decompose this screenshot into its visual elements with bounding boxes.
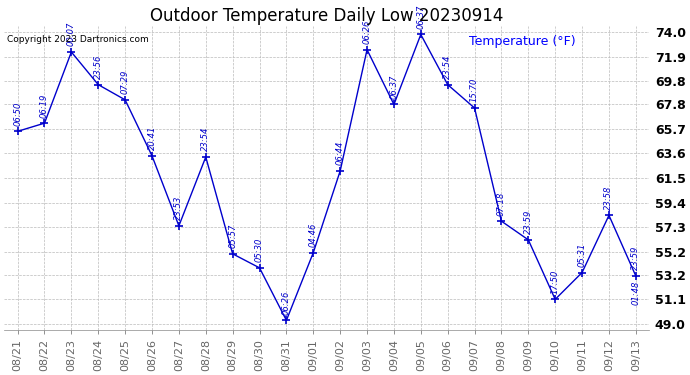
- Text: 23:56: 23:56: [94, 55, 103, 79]
- Text: Temperature (°F): Temperature (°F): [469, 35, 575, 48]
- Text: 05:57: 05:57: [228, 224, 237, 248]
- Text: 20:41: 20:41: [148, 126, 157, 150]
- Text: 07:18: 07:18: [497, 191, 506, 216]
- Text: 06:50: 06:50: [13, 101, 22, 126]
- Text: 23:58: 23:58: [604, 185, 613, 210]
- Text: 04:46: 04:46: [309, 223, 318, 247]
- Text: 15:70: 15:70: [470, 78, 479, 102]
- Text: 06:44: 06:44: [335, 141, 345, 165]
- Text: 23:53: 23:53: [175, 196, 184, 220]
- Text: 06:26: 06:26: [282, 290, 291, 315]
- Text: 07:29: 07:29: [121, 70, 130, 94]
- Text: 06:19: 06:19: [40, 93, 49, 118]
- Title: Outdoor Temperature Daily Low 20230914: Outdoor Temperature Daily Low 20230914: [150, 7, 504, 25]
- Text: 23:59: 23:59: [524, 210, 533, 234]
- Text: 01:48: 01:48: [631, 280, 640, 304]
- Text: 06:37: 06:37: [389, 75, 398, 99]
- Text: 00:07: 00:07: [67, 22, 76, 46]
- Text: 23:54: 23:54: [443, 55, 452, 79]
- Text: 06:26: 06:26: [362, 20, 371, 44]
- Text: 23:59: 23:59: [631, 246, 640, 270]
- Text: Copyright 2023 Dartronics.com: Copyright 2023 Dartronics.com: [8, 35, 149, 44]
- Text: 06:37: 06:37: [416, 4, 425, 29]
- Text: 05:31: 05:31: [578, 243, 586, 267]
- Text: 05:30: 05:30: [255, 238, 264, 262]
- Text: 17:50: 17:50: [551, 269, 560, 294]
- Text: 23:54: 23:54: [201, 127, 210, 152]
